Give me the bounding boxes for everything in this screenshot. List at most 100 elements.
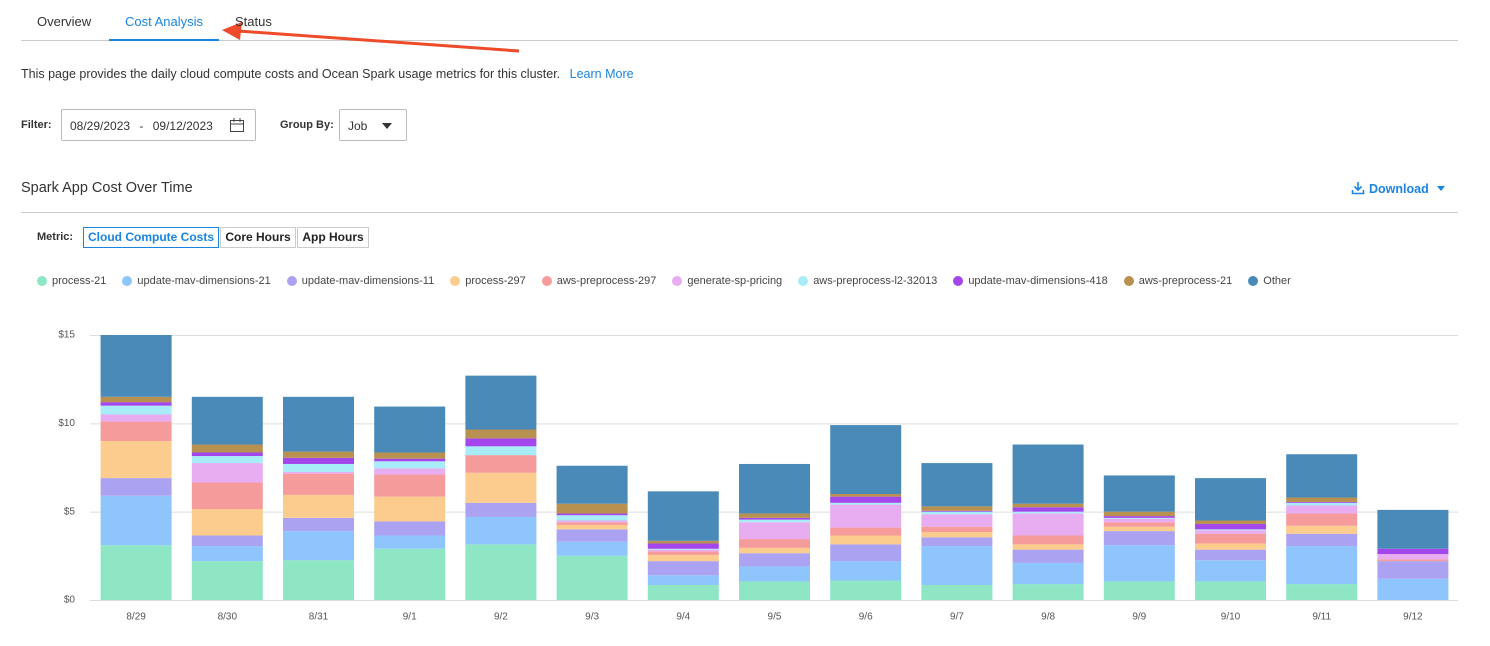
tab[interactable]: Status xyxy=(235,14,272,29)
legend-item[interactable]: aws-preprocess-21 xyxy=(1123,275,1232,287)
x-tick-label: 9/7 xyxy=(950,612,964,623)
group-by-label: Group By: xyxy=(280,119,334,131)
bar-segment xyxy=(647,561,719,576)
bar-segment xyxy=(1286,513,1358,526)
legend-label: Other xyxy=(1263,275,1291,287)
date-range-picker[interactable]: 08/29/2023 - 09/12/2023 xyxy=(61,109,256,141)
bar-segment xyxy=(465,438,537,447)
legend-item[interactable]: update-mav-dimensions-418 xyxy=(953,275,1108,287)
bar-segment xyxy=(556,522,628,525)
bar-segment xyxy=(100,414,172,422)
bar-segment xyxy=(556,520,628,523)
bar-segment xyxy=(556,524,628,530)
bar-segment xyxy=(556,515,628,521)
bar-segment xyxy=(374,521,446,536)
section-title: Spark App Cost Over Time xyxy=(21,180,193,196)
legend-label: update-mav-dimensions-11 xyxy=(301,275,435,287)
bar-segment xyxy=(921,510,993,512)
bar-segment xyxy=(100,495,172,546)
bar-segment xyxy=(647,554,719,562)
legend-swatch xyxy=(286,276,297,286)
bar-segment xyxy=(647,540,719,544)
filter-label: Filter: xyxy=(21,119,52,131)
bar-segment xyxy=(1286,546,1358,585)
download-icon xyxy=(1351,182,1365,195)
bar-segment xyxy=(1012,535,1084,545)
bar-segment xyxy=(739,519,810,523)
metric-option-selected[interactable]: Cloud Compute Costs xyxy=(83,227,219,248)
tab-active[interactable]: Cost Analysis xyxy=(125,14,204,29)
legend-swatch xyxy=(953,276,964,286)
legend-label: aws-preprocess-l2-32013 xyxy=(813,275,938,287)
bar-segment xyxy=(283,451,354,458)
bar-segment xyxy=(1195,530,1266,534)
legend-item[interactable]: aws-preprocess-l2-32013 xyxy=(798,275,937,287)
bar-segment xyxy=(830,496,902,503)
legend-swatch xyxy=(1248,276,1259,286)
legend-item[interactable]: update-mav-dimensions-11 xyxy=(286,275,435,287)
bar-segment xyxy=(921,526,993,532)
tab[interactable]: Overview xyxy=(37,14,92,29)
bar-segment xyxy=(465,375,537,430)
bar-segment xyxy=(1377,561,1449,579)
x-tick-label: 9/4 xyxy=(676,612,690,623)
bar-segment xyxy=(1012,584,1084,600)
legend-item[interactable]: update-mav-dimensions-21 xyxy=(122,275,271,287)
bar-segment xyxy=(1286,505,1358,514)
bar-segment xyxy=(283,463,354,472)
bar-segment xyxy=(1286,502,1358,506)
x-tick-label: 8/31 xyxy=(309,612,329,623)
metric-option[interactable]: App Hours xyxy=(297,227,369,248)
learn-more-link[interactable]: Learn More xyxy=(569,67,634,81)
annotation-arrow xyxy=(222,22,520,53)
legend-item[interactable]: Other xyxy=(1248,275,1291,287)
bar-segment xyxy=(921,546,993,585)
bar-segment xyxy=(374,496,446,522)
legend-swatch xyxy=(541,276,552,286)
bar-segment xyxy=(556,541,628,556)
bar-segment xyxy=(830,544,902,562)
bar-segment xyxy=(374,548,446,600)
bar-segment xyxy=(739,547,810,554)
bar-segment xyxy=(100,405,172,415)
bar-segment xyxy=(1195,478,1266,521)
metric-option[interactable]: Core Hours xyxy=(220,227,296,248)
group-by-select[interactable]: Job xyxy=(339,109,407,141)
bar-segment xyxy=(1012,507,1084,512)
bar-segment xyxy=(191,463,263,483)
legend-item[interactable]: generate-sp-pricing xyxy=(672,275,782,287)
bar-segment xyxy=(739,553,810,567)
bar-segment xyxy=(1103,526,1175,532)
bar-segment xyxy=(1012,549,1084,563)
legend-swatch xyxy=(798,276,809,286)
bar-segment xyxy=(830,527,902,536)
bar-segment xyxy=(1103,545,1175,582)
y-tick-label: $10 xyxy=(58,418,75,429)
bar-segment xyxy=(100,545,172,600)
x-tick-label: 8/29 xyxy=(126,612,146,623)
bar-segment xyxy=(647,543,719,549)
download-button[interactable]: Download xyxy=(1351,181,1446,196)
bar-segment xyxy=(465,544,537,600)
date-start: 08/29/2023 xyxy=(70,119,131,133)
bar-segment xyxy=(374,406,446,453)
description: This page provides the daily cloud compu… xyxy=(21,67,561,81)
legend-label: update-mav-dimensions-21 xyxy=(137,275,271,287)
bar-segment xyxy=(556,529,628,542)
legend-item[interactable]: aws-preprocess-297 xyxy=(541,275,656,287)
y-tick-label: $5 xyxy=(64,506,76,517)
bar-segment xyxy=(556,555,628,600)
legend-item[interactable]: process-297 xyxy=(450,275,526,287)
x-tick-label: 9/5 xyxy=(768,612,782,623)
bar-segment xyxy=(556,513,628,516)
bar-segment xyxy=(374,458,446,462)
bar-segment xyxy=(374,535,446,549)
bar-segment xyxy=(374,474,446,497)
bar-segment xyxy=(1286,497,1358,502)
legend-label: generate-sp-pricing xyxy=(687,275,783,287)
legend-item[interactable]: process-21 xyxy=(37,275,106,287)
bar-segment xyxy=(647,551,719,555)
bar-segment xyxy=(191,452,263,457)
legend: process-21 update-mav-dimensions-21 update… xyxy=(37,275,1291,287)
